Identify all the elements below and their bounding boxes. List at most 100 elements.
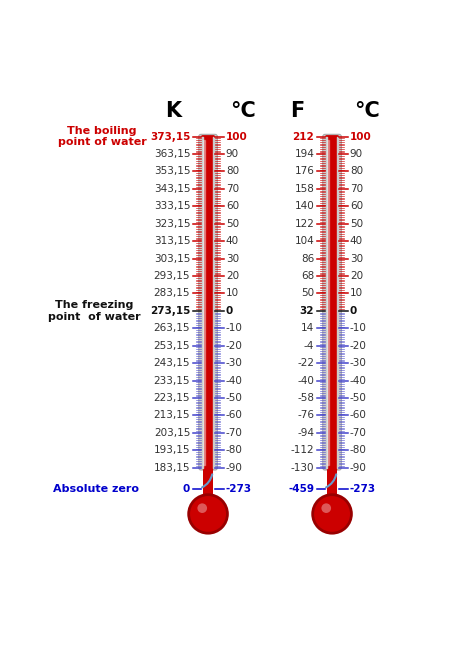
FancyBboxPatch shape <box>327 467 337 514</box>
Text: 90: 90 <box>226 149 239 159</box>
Text: 363,15: 363,15 <box>154 149 190 159</box>
Circle shape <box>197 503 207 513</box>
Text: 223,15: 223,15 <box>154 393 190 403</box>
Text: 30: 30 <box>350 254 363 264</box>
Text: 253,15: 253,15 <box>154 340 190 351</box>
Text: -90: -90 <box>226 463 243 473</box>
Text: -40: -40 <box>297 376 314 385</box>
Text: 20: 20 <box>226 271 239 281</box>
Text: 86: 86 <box>301 254 314 264</box>
Text: 243,15: 243,15 <box>154 358 190 368</box>
FancyBboxPatch shape <box>202 140 207 465</box>
Text: -70: -70 <box>226 428 243 438</box>
Text: 100: 100 <box>226 132 247 142</box>
Text: -70: -70 <box>350 428 367 438</box>
Text: 194: 194 <box>294 149 314 159</box>
FancyBboxPatch shape <box>323 134 341 470</box>
Text: F: F <box>290 101 304 121</box>
Text: -40: -40 <box>226 376 243 385</box>
Text: 90: 90 <box>350 149 363 159</box>
Text: 193,15: 193,15 <box>154 445 190 455</box>
Text: °C: °C <box>354 101 380 121</box>
Text: 333,15: 333,15 <box>154 201 190 212</box>
Text: -20: -20 <box>350 340 367 351</box>
Text: 50: 50 <box>226 219 239 229</box>
Text: °C: °C <box>230 101 256 121</box>
Text: -80: -80 <box>350 445 367 455</box>
Text: -30: -30 <box>350 358 367 368</box>
Text: -60: -60 <box>226 411 243 421</box>
Text: 60: 60 <box>350 201 363 212</box>
Text: 60: 60 <box>226 201 239 212</box>
Text: 158: 158 <box>294 184 314 194</box>
Text: -30: -30 <box>226 358 243 368</box>
Text: -94: -94 <box>297 428 314 438</box>
Text: -273: -273 <box>226 484 252 493</box>
Text: -10: -10 <box>350 324 367 333</box>
Text: -273: -273 <box>350 484 376 493</box>
Text: The boiling
point of water: The boiling point of water <box>57 126 146 147</box>
Text: 122: 122 <box>294 219 314 229</box>
Text: 20: 20 <box>350 271 363 281</box>
FancyBboxPatch shape <box>326 140 330 465</box>
Text: -459: -459 <box>288 484 314 493</box>
Text: 80: 80 <box>350 167 363 176</box>
Circle shape <box>321 503 331 513</box>
Text: 293,15: 293,15 <box>154 271 190 281</box>
Text: 313,15: 313,15 <box>154 236 190 246</box>
Text: 353,15: 353,15 <box>154 167 190 176</box>
Text: 140: 140 <box>294 201 314 212</box>
Circle shape <box>313 495 351 533</box>
Text: -76: -76 <box>297 411 314 421</box>
Text: -90: -90 <box>350 463 367 473</box>
FancyBboxPatch shape <box>201 135 215 469</box>
Text: 0: 0 <box>226 306 233 316</box>
Text: 183,15: 183,15 <box>154 463 190 473</box>
Text: 233,15: 233,15 <box>154 376 190 385</box>
Text: 373,15: 373,15 <box>150 132 190 142</box>
Text: 80: 80 <box>226 167 239 176</box>
Text: -80: -80 <box>226 445 243 455</box>
Text: -40: -40 <box>350 376 367 385</box>
Circle shape <box>189 495 228 533</box>
Text: 68: 68 <box>301 271 314 281</box>
Text: 70: 70 <box>350 184 363 194</box>
Text: -20: -20 <box>226 340 243 351</box>
Text: 104: 104 <box>294 236 314 246</box>
Text: 50: 50 <box>350 219 363 229</box>
Text: 0: 0 <box>183 484 190 493</box>
Text: 50: 50 <box>301 288 314 298</box>
Text: 203,15: 203,15 <box>154 428 190 438</box>
FancyBboxPatch shape <box>199 134 218 470</box>
Text: 10: 10 <box>226 288 239 298</box>
Text: -50: -50 <box>226 393 243 403</box>
Text: -4: -4 <box>304 340 314 351</box>
Text: Absolute zero: Absolute zero <box>54 484 139 493</box>
Text: 303,15: 303,15 <box>154 254 190 264</box>
Text: -130: -130 <box>291 463 314 473</box>
Text: 323,15: 323,15 <box>154 219 190 229</box>
Text: 32: 32 <box>300 306 314 316</box>
FancyBboxPatch shape <box>325 135 339 469</box>
Text: 343,15: 343,15 <box>154 184 190 194</box>
Text: 273,15: 273,15 <box>150 306 190 316</box>
Text: 213,15: 213,15 <box>154 411 190 421</box>
Text: 30: 30 <box>226 254 239 264</box>
Text: -22: -22 <box>297 358 314 368</box>
Text: 70: 70 <box>226 184 239 194</box>
Text: 100: 100 <box>350 132 372 142</box>
Text: The freezing
point  of water: The freezing point of water <box>48 300 140 322</box>
Text: -58: -58 <box>297 393 314 403</box>
Text: 40: 40 <box>226 236 239 246</box>
Text: 283,15: 283,15 <box>154 288 190 298</box>
Text: 263,15: 263,15 <box>154 324 190 333</box>
Text: -112: -112 <box>291 445 314 455</box>
Text: 40: 40 <box>350 236 363 246</box>
Text: 10: 10 <box>350 288 363 298</box>
FancyBboxPatch shape <box>202 467 213 514</box>
Text: K: K <box>165 101 181 121</box>
Text: -60: -60 <box>350 411 367 421</box>
Text: -50: -50 <box>350 393 367 403</box>
Text: 14: 14 <box>301 324 314 333</box>
Text: 0: 0 <box>350 306 357 316</box>
